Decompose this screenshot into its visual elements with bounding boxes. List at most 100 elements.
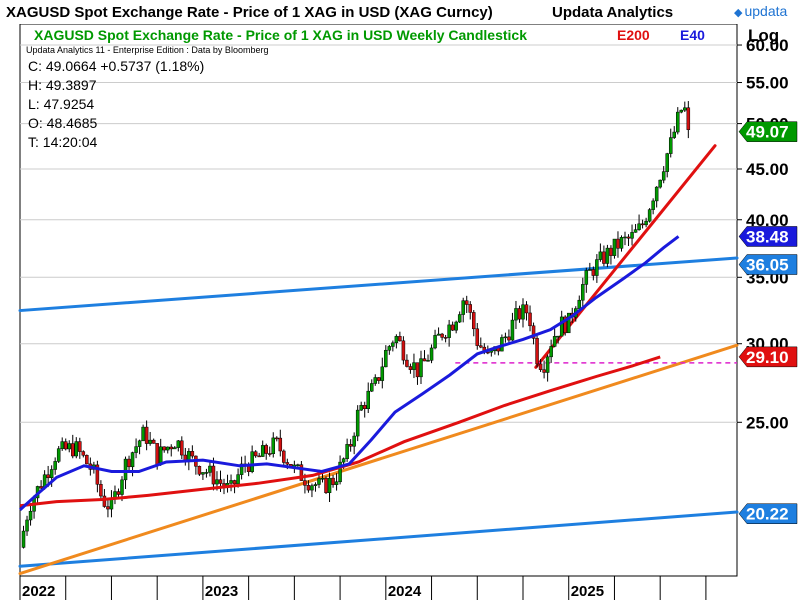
candle-up [296, 464, 300, 466]
candle-up [158, 446, 163, 465]
candle-down [535, 338, 539, 365]
candle-down [46, 474, 50, 479]
candle-down [127, 458, 131, 468]
candle-up [134, 446, 138, 453]
x-tick-label: 2024 [388, 583, 422, 600]
candle-down [591, 269, 596, 276]
candle-down [398, 336, 402, 342]
brand-name: Updata Analytics [552, 4, 674, 21]
candle-up [665, 153, 669, 172]
candle-down [450, 324, 455, 331]
candle-up [310, 485, 314, 491]
candle-up [436, 333, 441, 336]
candle-up [647, 209, 652, 222]
price-tag-label: 49.07 [746, 123, 789, 142]
legend-series-title: XAGUSD Spot Exchange Rate - Price of 1 X… [34, 27, 527, 43]
candle-up [260, 445, 265, 457]
candle-up [208, 465, 212, 473]
candle-up [366, 390, 370, 409]
candle-down [472, 312, 476, 330]
candle-up [53, 461, 57, 470]
candle-up [338, 461, 342, 483]
candle-up [679, 109, 684, 113]
candle-up [521, 304, 525, 320]
candle-down [609, 247, 613, 256]
candle-up [461, 300, 465, 315]
candle-up [109, 498, 114, 510]
candle-up [271, 437, 276, 454]
candle-down [85, 455, 89, 465]
candle-up [605, 247, 610, 264]
candle-up [21, 530, 26, 548]
candle-down [71, 443, 75, 457]
candle-up [447, 324, 451, 338]
candle-up [320, 478, 325, 480]
candle-up [313, 484, 318, 486]
candle-down [362, 405, 367, 409]
scale-type-label[interactable]: Log [748, 26, 780, 45]
candle-up [359, 405, 363, 411]
candle-up [250, 451, 254, 472]
grid-lines [20, 44, 737, 423]
candle-down [106, 506, 110, 510]
candle-up [552, 336, 557, 347]
trendline-channel-lower [18, 510, 739, 568]
candle-up [60, 441, 64, 449]
candle-down [299, 464, 304, 481]
candle-down [78, 441, 82, 452]
candle-up [384, 349, 388, 368]
candle-down [324, 478, 328, 494]
candle-up [651, 200, 655, 210]
candle-up [503, 336, 508, 339]
chart-header: XAGUSD Spot Exchange Rate - Price of 1 X… [0, 0, 800, 24]
candle-down [151, 439, 156, 444]
price-tag-box [738, 254, 798, 275]
candle-down [306, 485, 311, 491]
candle-up [672, 131, 676, 138]
candle-down [218, 479, 223, 484]
candle-up [130, 452, 135, 468]
price-tag-label: 36.05 [746, 256, 789, 275]
x-tick-label: 2025 [571, 583, 604, 600]
candle-up [148, 439, 152, 444]
info-open: O: 48.4685 [28, 115, 98, 131]
candle-up [317, 478, 321, 485]
candle-up [380, 366, 385, 381]
candle-down [303, 480, 307, 486]
candle-up [426, 360, 430, 362]
candle-up [141, 426, 145, 442]
candle-up [683, 107, 687, 111]
logo-mark-icon: ◆ [734, 7, 743, 19]
candle-down [348, 444, 353, 447]
candle-up [658, 179, 662, 188]
candle-up [633, 229, 638, 233]
candle-up [391, 342, 395, 347]
candle-down [479, 345, 483, 348]
candle-down [531, 325, 536, 339]
candle-down [422, 358, 427, 362]
y-tick-label: 60.00 [746, 36, 789, 55]
candle-up [514, 308, 518, 321]
candle-up [630, 232, 634, 239]
candle-up [545, 356, 550, 373]
candle-down [102, 495, 107, 507]
candle-down [616, 238, 620, 249]
candle-up [429, 347, 434, 361]
candle-down [190, 451, 195, 457]
candle-up [236, 474, 240, 485]
candle-up [654, 186, 659, 202]
updata-logo: ◆ updata [734, 3, 787, 19]
data-source-note: Updata Analytics 11 - Enterprise Edition… [26, 45, 269, 55]
candle-up [598, 251, 603, 260]
candle-up [577, 299, 582, 309]
y-tick-label: 45.00 [746, 160, 789, 179]
candle-up [387, 346, 392, 351]
e200-line [19, 355, 661, 508]
candle-up [510, 319, 515, 341]
candle-down [464, 300, 469, 305]
candle-up [239, 463, 244, 475]
price-tag-box [738, 503, 798, 524]
x-tick-label: 2023 [205, 583, 238, 600]
candle-down [486, 351, 490, 354]
candle-up [165, 446, 170, 451]
